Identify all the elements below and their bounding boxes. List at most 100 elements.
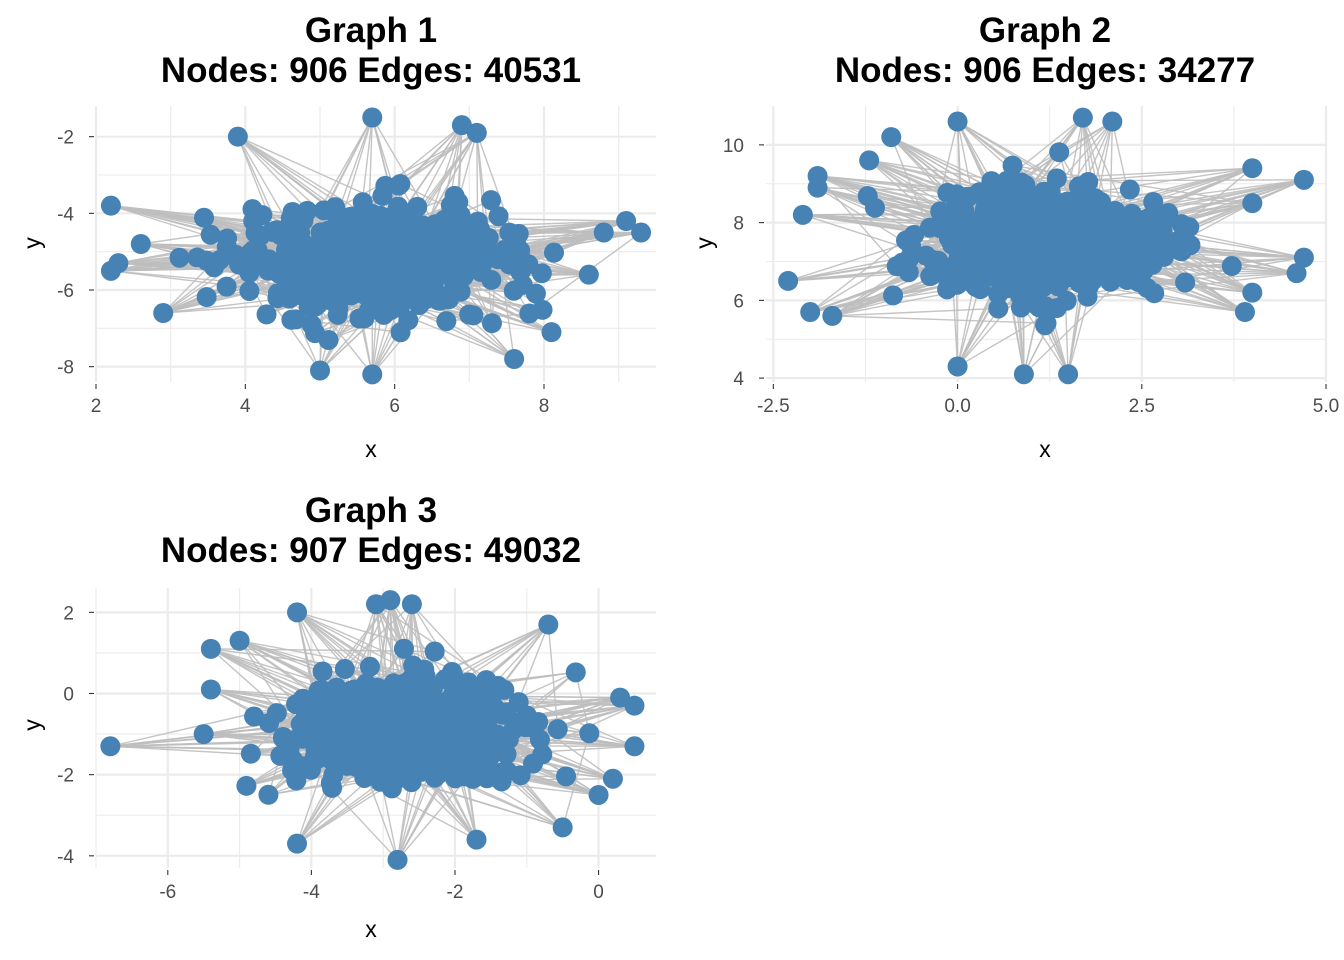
- y-tick-label: -8: [57, 358, 74, 379]
- graph-node: [362, 107, 383, 128]
- graph-node: [1143, 191, 1164, 212]
- y-tick-label: 8: [733, 214, 744, 235]
- graph-node: [476, 228, 497, 249]
- graph-node: [428, 241, 449, 262]
- graph-node: [169, 247, 190, 268]
- graph-edge: [890, 136, 945, 268]
- graph-node: [1234, 302, 1255, 323]
- graph-node: [286, 223, 307, 244]
- graph-node: [883, 285, 904, 306]
- graph-2-title: Graph 2: [979, 11, 1111, 50]
- graph-node: [270, 225, 291, 246]
- graph-node: [130, 234, 151, 254]
- graph-node: [961, 227, 982, 248]
- graph-node: [1242, 158, 1263, 179]
- graph-node: [800, 302, 821, 323]
- graph-node: [1179, 217, 1200, 238]
- graph-2-x-axis-label: x: [1039, 436, 1051, 462]
- graph-node: [436, 311, 457, 332]
- graph-node: [351, 205, 372, 226]
- graph-node: [949, 245, 970, 266]
- graph-node: [937, 182, 958, 203]
- graph-1-title: Graph 1: [305, 11, 437, 50]
- graph-node: [1153, 246, 1174, 267]
- graph-node: [466, 122, 487, 143]
- graph-node: [531, 263, 552, 284]
- graph-node: [822, 305, 843, 326]
- graph-2-panel: Graph 2 Nodes: 906 Edges: 34277 -2.5 0.0 2…: [691, 11, 1339, 462]
- graph-node: [504, 349, 525, 369]
- graph-node: [362, 364, 383, 385]
- graph-node: [196, 287, 217, 308]
- graph-edge: [832, 307, 999, 317]
- graph-node: [413, 258, 434, 279]
- graph-node: [1056, 290, 1077, 311]
- graph-node: [578, 264, 599, 285]
- graph-node: [1136, 240, 1157, 261]
- graph-node: [1058, 364, 1079, 385]
- graph-node: [451, 115, 472, 136]
- graph-node: [354, 308, 375, 329]
- graph-node: [975, 243, 996, 264]
- graph-node: [999, 210, 1020, 231]
- graph-node: [1008, 265, 1029, 286]
- graph-node: [631, 222, 652, 243]
- graph-node: [1242, 193, 1263, 214]
- graph-node: [1118, 247, 1139, 268]
- graph-node: [194, 207, 215, 228]
- graph-node: [988, 298, 1009, 319]
- graph-node: [947, 111, 968, 132]
- graph-node: [1293, 169, 1314, 190]
- y-tick-label: 10: [723, 136, 744, 157]
- graph-node: [481, 190, 502, 211]
- graph-node: [108, 253, 129, 274]
- y-tick-label: 6: [733, 291, 744, 312]
- graph-2-subtitle: Nodes: 906 Edges: 34277: [835, 51, 1255, 90]
- graph-edge: [817, 175, 898, 267]
- graph-node: [1286, 263, 1307, 284]
- graph-node: [1221, 256, 1242, 277]
- graph-node: [940, 203, 961, 224]
- graph-node: [153, 303, 174, 323]
- graph-node: [857, 186, 878, 207]
- graph-node: [938, 267, 959, 288]
- graph-node: [281, 309, 302, 330]
- graph-node: [1293, 247, 1314, 268]
- graph-node: [1175, 272, 1196, 293]
- graph-node: [543, 242, 564, 263]
- graph-node: [239, 280, 260, 301]
- graph-node: [1038, 262, 1059, 283]
- graph-node: [279, 246, 300, 267]
- graph-node: [1056, 257, 1077, 278]
- graph-node: [1104, 264, 1125, 285]
- graph-node: [920, 266, 941, 287]
- graph-node: [1056, 225, 1077, 246]
- graph-node: [216, 276, 237, 297]
- graph-1-subtitle: Nodes: 906 Edges: 40531: [161, 51, 581, 90]
- graph-1-x-axis-label: x: [365, 436, 377, 462]
- graph-node: [200, 224, 221, 245]
- x-tick-label: 0.0: [944, 396, 970, 417]
- x-tick-label: 8: [539, 396, 550, 417]
- graph-node: [807, 165, 828, 186]
- graph-node: [313, 257, 334, 278]
- graph-node: [1144, 283, 1165, 304]
- graph-1-nodes: [100, 107, 652, 385]
- graph-node: [1154, 210, 1175, 231]
- graph-node: [616, 211, 637, 231]
- graph-node: [1093, 206, 1114, 227]
- x-tick-label: 2: [91, 396, 102, 417]
- graph-node: [252, 205, 273, 226]
- graph-node: [1049, 142, 1070, 163]
- graph-node: [532, 299, 553, 320]
- graph-node: [412, 241, 433, 262]
- graph-node: [508, 223, 529, 244]
- graph-3-panel: Graph 3 Nodes: 907 Edges: 49032 -6 -4 -2 02…: [19, 491, 656, 942]
- graph-node: [375, 175, 396, 196]
- graph-node: [245, 222, 266, 243]
- graph-node: [859, 150, 880, 171]
- graph-node: [1013, 364, 1034, 385]
- graph-2-nodes: [778, 107, 1314, 385]
